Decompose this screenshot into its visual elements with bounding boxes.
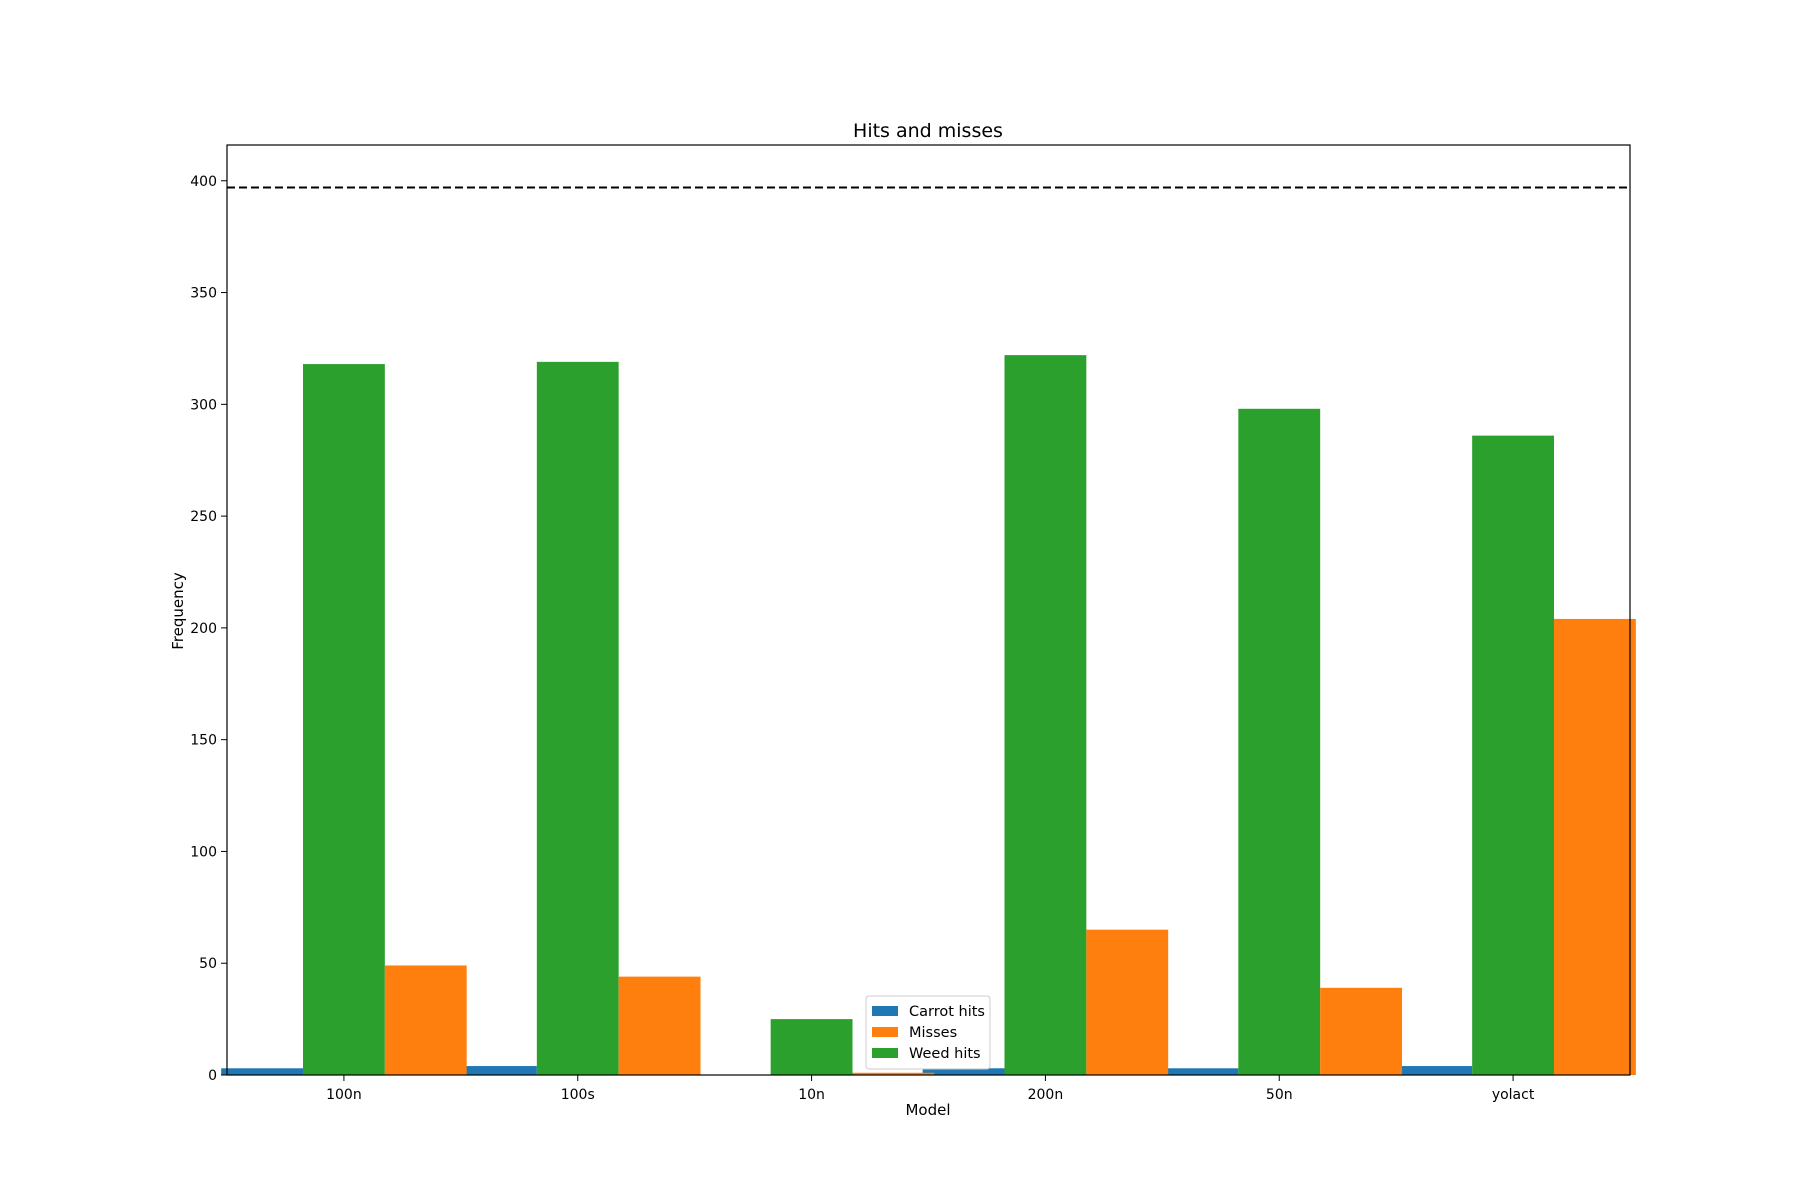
y-tick-label-0: 0 [208, 1068, 217, 1084]
legend-swatch-carrot-hits [872, 1006, 898, 1016]
legend-label-weed-hits: Weed hits [909, 1046, 981, 1062]
y-tick-label-400: 400 [190, 174, 217, 190]
bar-weed-hits-100s [536, 361, 619, 1075]
bar-carrot-hits-200n [922, 1068, 1005, 1075]
y-tick-label-300: 300 [190, 397, 217, 413]
bar-weed-hits-yolact [1472, 435, 1555, 1075]
bar-misses-100n [384, 965, 467, 1075]
x-tick-label-100n: 100n [326, 1087, 362, 1103]
bar-carrot-hits-100s [454, 1066, 537, 1075]
legend-swatch-weed-hits [872, 1048, 898, 1058]
legend: Carrot hits Misses Weed hits [865, 995, 991, 1070]
bar-misses-10n [852, 1072, 935, 1075]
plot-frame [226, 144, 1631, 1076]
x-axis: 100n 100s 10n 200n 50n yolact [326, 1075, 1535, 1103]
y-tick-label-50: 50 [199, 956, 217, 972]
y-tick-label-150: 150 [190, 733, 217, 749]
x-tick-label-10n: 10n [798, 1087, 825, 1103]
legend-label-carrot-hits: Carrot hits [909, 1004, 985, 1020]
bars-group [221, 355, 1636, 1075]
bar-carrot-hits-yolact [1390, 1066, 1473, 1075]
bar-weed-hits-10n [770, 1019, 853, 1075]
bar-weed-hits-50n [1238, 408, 1321, 1075]
y-tick-label-350: 350 [190, 286, 217, 302]
bar-misses-100s [618, 976, 701, 1075]
y-tick-label-200: 200 [190, 621, 217, 637]
y-tick-label-250: 250 [190, 509, 217, 525]
y-tick-label-100: 100 [190, 844, 217, 860]
bar-carrot-hits-100n [221, 1068, 303, 1075]
bar-weed-hits-100n [302, 364, 385, 1075]
legend-label-misses: Misses [909, 1025, 957, 1041]
y-axis-label: Frequency [169, 572, 187, 650]
x-tick-label-yolact: yolact [1492, 1087, 1535, 1103]
bar-misses-200n [1086, 929, 1169, 1075]
bar-carrot-hits-50n [1156, 1068, 1239, 1075]
legend-swatch-misses [872, 1027, 898, 1037]
chart-title: Hits and misses [853, 120, 1003, 142]
bar-misses-50n [1320, 987, 1403, 1075]
y-axis: 0 50 100 150 200 250 300 350 400 [190, 174, 227, 1084]
x-axis-label: Model [905, 1101, 950, 1119]
x-tick-label-200n: 200n [1028, 1087, 1064, 1103]
x-tick-label-100s: 100s [561, 1087, 595, 1103]
bar-misses-yolact [1554, 618, 1636, 1075]
x-tick-label-50n: 50n [1266, 1087, 1293, 1103]
bar-weed-hits-200n [1004, 355, 1087, 1075]
